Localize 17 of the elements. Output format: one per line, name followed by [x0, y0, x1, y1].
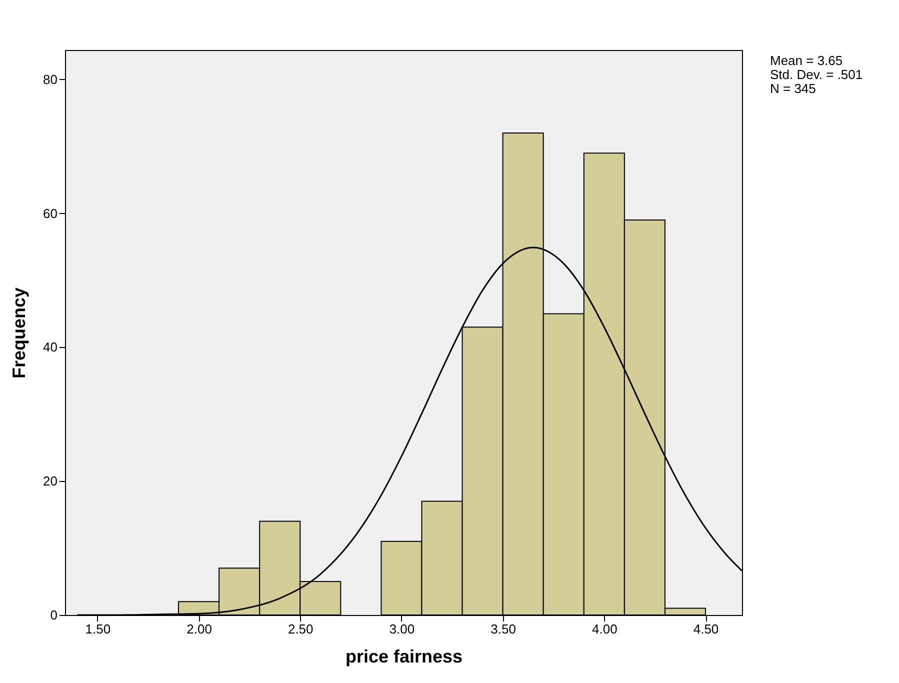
x-axis-title: price fairness: [345, 646, 463, 666]
x-tick-label: 2.00: [186, 622, 212, 636]
text: N = 345: [770, 81, 817, 96]
text: Mean = 3.65: [770, 53, 844, 68]
x-tick-label: 4.00: [592, 622, 618, 636]
y-tick-label: 40: [43, 340, 58, 355]
y-axis-title: Frequency: [9, 287, 30, 379]
y-tick-label: 20: [43, 474, 58, 489]
x-tick-label: 2.50: [288, 622, 314, 636]
y-tick-label: 0: [50, 608, 58, 622]
x-tick-label: 4.50: [693, 622, 719, 636]
x-tick-label: 1.50: [85, 622, 111, 636]
y-tick-label: 60: [43, 206, 58, 221]
x-tick-label: 3.50: [490, 622, 516, 636]
text: Std. Dev. = .501: [770, 67, 863, 82]
x-tick-label: 3.00: [389, 622, 415, 636]
y-tick-label: 80: [43, 72, 58, 87]
